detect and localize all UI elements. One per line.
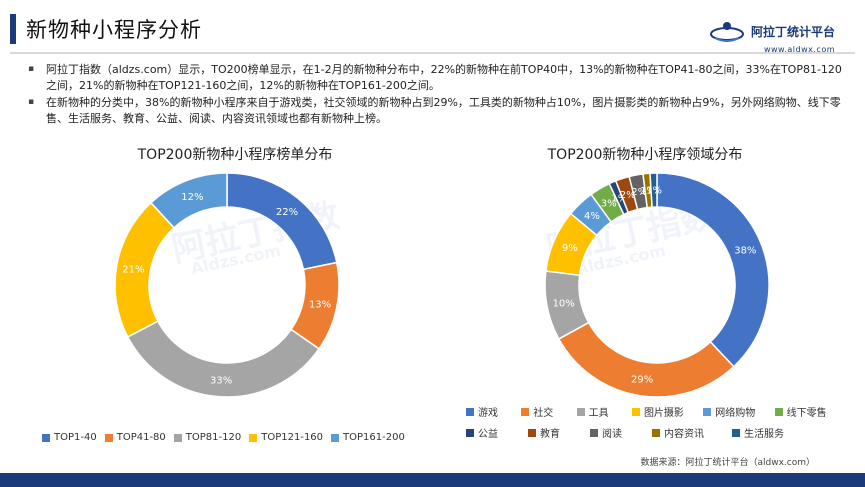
data-source: 数据来源：阿拉丁统计平台（aldwx.com） [640, 458, 816, 468]
page-title: 新物种小程序分析 [26, 18, 202, 42]
legend-swatch [652, 428, 660, 437]
legend-label: 工具 [588, 408, 609, 419]
bullet-list: 阿拉丁指数（aldzs.com）显示，TO200榜单显示，在1-2月的新物种分布… [28, 62, 848, 128]
rank-distribution-donut: 22% 13% 33% 21% 12% [114, 172, 340, 398]
slice-label-教育: 2% [620, 190, 636, 201]
slice-TOP161-200 [149, 172, 228, 229]
legend-swatch [249, 433, 258, 442]
footer-bar [0, 473, 865, 487]
legend-swatch [703, 407, 712, 416]
slice-label-工具: 10% [553, 298, 575, 309]
bullet-item: 阿拉丁指数（aldzs.com）显示，TO200榜单显示，在1-2月的新物种分布… [28, 62, 848, 93]
slice-label-游戏: 38% [734, 246, 756, 257]
legend-label: 阅读 [602, 429, 622, 440]
legend-label: 内容资讯 [664, 429, 704, 440]
bullet-item: 在新物种的分类中，38%的新物种小程序来自于游戏类，社交领域的新物种占到29%，… [28, 95, 848, 126]
slice-TOP81-120 [126, 320, 321, 398]
chart1-legend: TOP1-40 TOP41-80 TOP81-120 TOP121-160 TOP161… [42, 432, 422, 443]
logo-name: 阿拉丁统计平台 [750, 24, 835, 39]
legend-swatch [732, 428, 740, 437]
legend-label: TOP41-80 [116, 432, 166, 443]
chart2-title: TOP200新物种小程序领域分布 [547, 147, 743, 163]
legend-swatch [631, 407, 640, 416]
slice-TOP1-40 [226, 172, 338, 271]
slice-label-TOP81-120: 33% [210, 375, 232, 386]
legend-row: 游戏 社交 工具 图片摄影 网络购物 线下零售 [466, 404, 846, 419]
slice-label-网络购物: 4% [584, 211, 600, 222]
logo-url: www.aldwx.com [763, 45, 835, 54]
legend-item-生活服务: 生活服务 [732, 425, 812, 440]
title-accent [10, 14, 16, 44]
legend-item-TOP41-80: TOP41-80 [104, 432, 166, 443]
legend-label: TOP121-160 [261, 432, 324, 443]
slice-label-内容资讯: 1% [640, 186, 656, 197]
legend-swatch [774, 407, 783, 416]
legend-item-网络购物: 网络购物 [703, 404, 774, 419]
legend-swatch [576, 407, 585, 416]
slice-label-公益: 1% [611, 193, 627, 204]
slice-生活服务 [649, 172, 658, 208]
slice-label-TOP121-160: 21% [122, 264, 144, 275]
slice-游戏 [656, 172, 770, 368]
chart1-title: TOP200新物种小程序榜单分布 [137, 147, 333, 163]
legend-item-TOP1-40: TOP1-40 [42, 432, 97, 443]
legend-swatch [466, 407, 474, 416]
slice-label-TOP1-40: 22% [276, 207, 298, 218]
legend-swatch [42, 433, 50, 442]
legend-item-阅读: 阅读 [590, 425, 652, 440]
slice-label-TOP41-80: 13% [309, 300, 331, 311]
legend-item-教育: 教育 [528, 425, 590, 440]
slice-社交 [557, 321, 735, 398]
header-divider [10, 52, 855, 54]
legend-label: 图片摄影 [643, 408, 684, 419]
legend-swatch [521, 407, 530, 416]
legend-row: 公益 教育 阅读 内容资讯 生活服务 [466, 425, 846, 440]
legend-label: TOP161-200 [343, 432, 405, 443]
slice-label-阅读: 2% [631, 187, 647, 198]
legend-item-内容资讯: 内容资讯 [652, 425, 732, 440]
legend-item-TOP81-120: TOP81-120 [173, 432, 242, 443]
slice-label-TOP161-200: 12% [181, 192, 203, 203]
legend-label: 网络购物 [715, 408, 756, 419]
logo: 阿拉丁统计平台 www.aldwx.com [707, 18, 835, 54]
legend-label: TOP81-120 [185, 432, 242, 443]
legend-label: 生活服务 [744, 429, 784, 440]
legend-item-图片摄影: 图片摄影 [631, 404, 703, 419]
chart2-legend: 游戏 社交 工具 图片摄影 网络购物 线下零售公益 教育 阅读 内容资讯 生活服务 [466, 404, 846, 446]
legend-label: 教育 [540, 429, 560, 440]
legend-item-公益: 公益 [466, 425, 528, 440]
slice-label-图片摄影: 9% [562, 243, 578, 254]
legend-swatch [590, 428, 598, 437]
slice-label-线下零售: 3% [601, 199, 617, 210]
title-bar: 新物种小程序分析 [10, 12, 855, 46]
legend-label: 公益 [478, 429, 498, 440]
legend-label: 社交 [533, 408, 554, 419]
legend-swatch [173, 433, 182, 442]
legend-swatch [466, 428, 474, 437]
legend-label: 游戏 [478, 408, 498, 419]
legend-label: 线下零售 [786, 408, 827, 419]
legend-label: TOP1-40 [54, 432, 97, 443]
aladdin-logo-icon [709, 22, 744, 42]
legend-swatch [331, 433, 340, 442]
legend-item-社交: 社交 [521, 404, 576, 419]
legend-swatch [528, 428, 536, 437]
legend-item-TOP161-200: TOP161-200 [331, 432, 405, 443]
legend-swatch [104, 433, 113, 442]
slice-label-生活服务: 1% [646, 186, 662, 197]
legend-item-游戏: 游戏 [466, 404, 521, 419]
legend-item-线下零售: 线下零售 [774, 404, 846, 419]
domain-distribution-donut: 38%29%10%9%4%3%1%2%2%1%1% [544, 172, 770, 398]
slice-label-社交: 29% [631, 374, 653, 385]
legend-item-TOP121-160: TOP121-160 [249, 432, 323, 443]
legend-item-工具: 工具 [576, 404, 632, 419]
